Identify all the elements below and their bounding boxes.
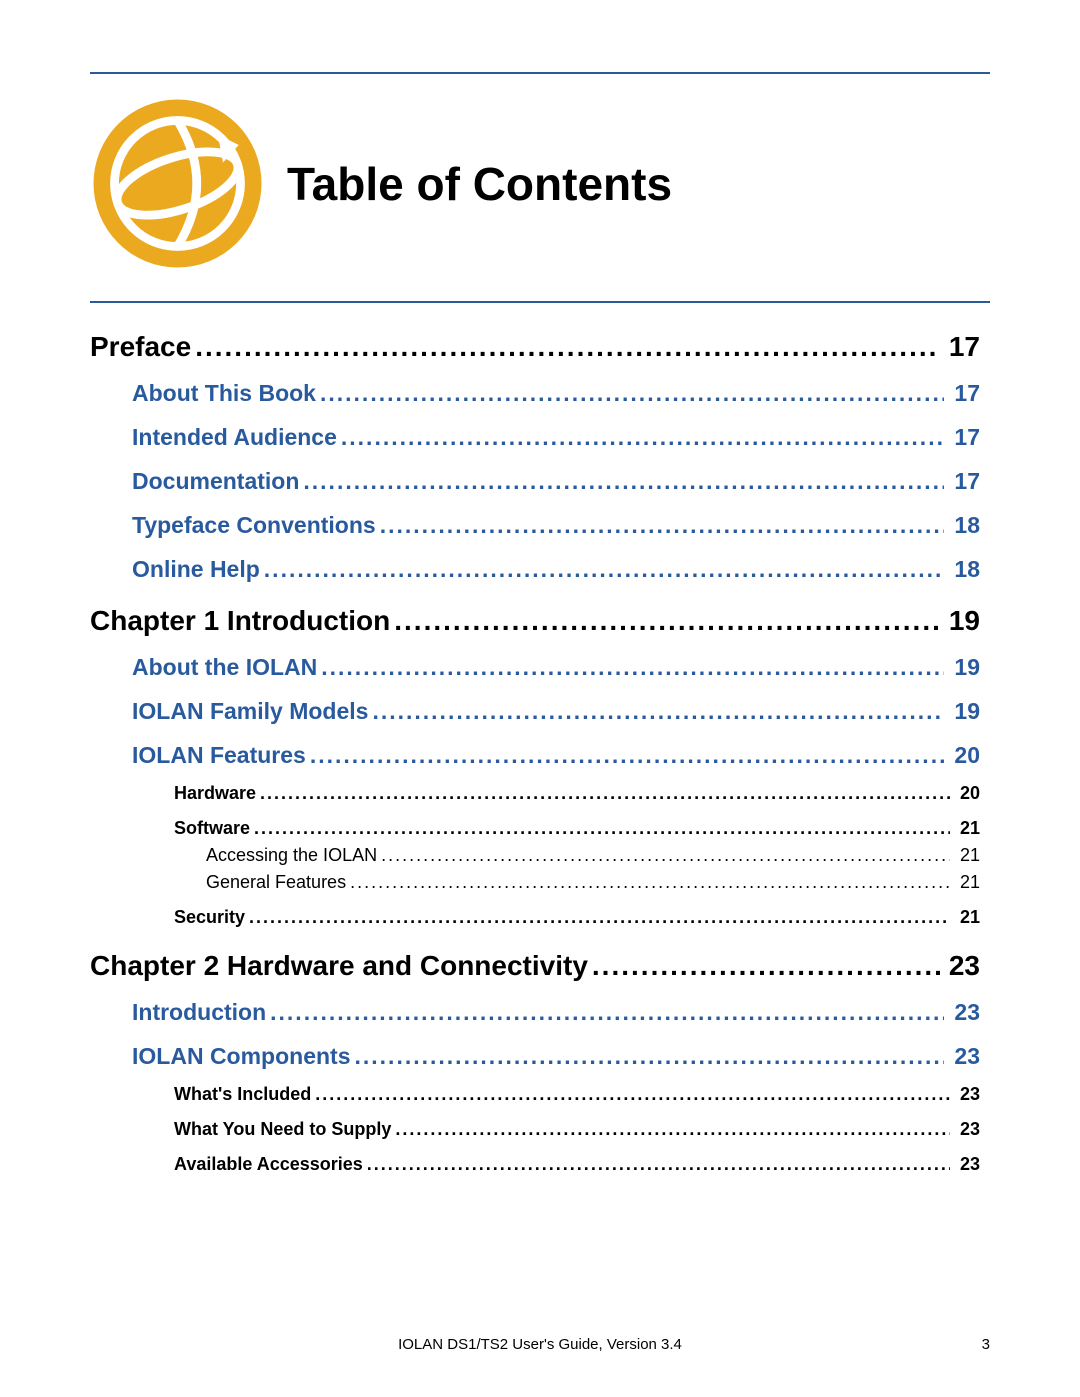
toc-entry-page: 20	[944, 742, 980, 769]
toc-entry-page: 18	[944, 512, 980, 539]
toc-entry-page: 21	[950, 818, 980, 839]
toc-entry-label: General Features	[206, 872, 350, 893]
toc-entry-page: 21	[950, 872, 980, 893]
header-block: Table of Contents	[90, 74, 990, 301]
toc-entry-page: 19	[944, 698, 980, 725]
toc-entry-label: Online Help	[132, 556, 264, 583]
toc-entry-page: 17	[944, 468, 980, 495]
toc-entry[interactable]: Intended Audience 17	[90, 424, 990, 451]
mid-rule	[90, 301, 990, 303]
page-title: Table of Contents	[287, 157, 672, 211]
toc-entry[interactable]: Hardware 20	[90, 783, 990, 804]
footer: IOLAN DS1/TS2 User's Guide, Version 3.4 …	[90, 1336, 990, 1353]
toc-leader-dots	[315, 1084, 950, 1105]
toc-entry-label: About the IOLAN	[132, 654, 321, 681]
toc-entry[interactable]: Security 21	[90, 907, 990, 928]
toc-leader-dots	[270, 999, 944, 1026]
toc-entry[interactable]: Preface 17	[90, 331, 990, 363]
toc-entry-label: Chapter 1 Introduction	[90, 605, 394, 637]
toc-entry-label: What You Need to Supply	[174, 1119, 395, 1140]
toc-entry[interactable]: About This Book 17	[90, 380, 990, 407]
toc-entry-page: 23	[940, 950, 980, 982]
footer-text: IOLAN DS1/TS2 User's Guide, Version 3.4	[398, 1336, 682, 1353]
toc-entry-page: 19	[944, 654, 980, 681]
toc-entry-page: 17	[944, 380, 980, 407]
toc-entry-label: Documentation	[132, 468, 303, 495]
toc-entry[interactable]: Software 21	[90, 818, 990, 839]
toc-entry-page: 19	[940, 605, 980, 637]
toc-leader-dots	[254, 818, 950, 839]
toc-entry-page: 23	[944, 1043, 980, 1070]
globe-logo-icon	[90, 96, 265, 271]
toc-entry-label: About This Book	[132, 380, 320, 407]
toc-entry[interactable]: IOLAN Family Models 19	[90, 698, 990, 725]
toc-entry-label: Chapter 2 Hardware and Connectivity	[90, 950, 592, 982]
toc-entry-page: 17	[944, 424, 980, 451]
toc-entry-label: IOLAN Components	[132, 1043, 355, 1070]
toc-entry-page: 23	[944, 999, 980, 1026]
toc-entry-label: Available Accessories	[174, 1154, 367, 1175]
toc-entry[interactable]: Accessing the IOLAN 21	[90, 845, 990, 866]
footer-page-number: 3	[982, 1336, 990, 1353]
toc-entry[interactable]: About the IOLAN 19	[90, 654, 990, 681]
toc-entry[interactable]: Chapter 2 Hardware and Connectivity 23	[90, 950, 990, 982]
toc-entry-page: 18	[944, 556, 980, 583]
toc-entry-label: Accessing the IOLAN	[206, 845, 381, 866]
toc-entry-page: 23	[950, 1154, 980, 1175]
toc-entry-label: Software	[174, 818, 254, 839]
toc-leader-dots	[341, 424, 944, 451]
toc-leader-dots	[381, 845, 950, 866]
toc-leader-dots	[592, 950, 940, 982]
toc-entry[interactable]: Online Help 18	[90, 556, 990, 583]
toc-entry[interactable]: Chapter 1 Introduction 19	[90, 605, 990, 637]
toc-entry[interactable]: Available Accessories 23	[90, 1154, 990, 1175]
table-of-contents: Preface17About This Book17Intended Audie…	[90, 331, 990, 1175]
toc-leader-dots	[195, 331, 940, 363]
toc-entry-page: 20	[950, 783, 980, 804]
toc-entry-label: Typeface Conventions	[132, 512, 380, 539]
toc-entry-page: 23	[950, 1119, 980, 1140]
toc-entry-label: Introduction	[132, 999, 270, 1026]
toc-entry-label: Preface	[90, 331, 195, 363]
toc-entry[interactable]: Typeface Conventions 18	[90, 512, 990, 539]
toc-entry-page: 21	[950, 845, 980, 866]
toc-leader-dots	[260, 783, 950, 804]
toc-entry[interactable]: IOLAN Components 23	[90, 1043, 990, 1070]
toc-entry-page: 21	[950, 907, 980, 928]
toc-leader-dots	[310, 742, 944, 769]
toc-entry-label: IOLAN Features	[132, 742, 310, 769]
toc-leader-dots	[367, 1154, 950, 1175]
toc-leader-dots	[321, 654, 944, 681]
toc-entry[interactable]: IOLAN Features 20	[90, 742, 990, 769]
toc-leader-dots	[355, 1043, 945, 1070]
toc-entry[interactable]: Documentation 17	[90, 468, 990, 495]
toc-entry-page: 23	[950, 1084, 980, 1105]
toc-leader-dots	[394, 605, 940, 637]
toc-leader-dots	[264, 556, 944, 583]
toc-leader-dots	[249, 907, 950, 928]
toc-entry-label: Intended Audience	[132, 424, 341, 451]
toc-entry[interactable]: Introduction 23	[90, 999, 990, 1026]
toc-entry[interactable]: What's Included 23	[90, 1084, 990, 1105]
toc-leader-dots	[303, 468, 944, 495]
toc-leader-dots	[372, 698, 944, 725]
toc-entry-label: IOLAN Family Models	[132, 698, 372, 725]
toc-leader-dots	[320, 380, 944, 407]
toc-entry-page: 17	[940, 331, 980, 363]
toc-leader-dots	[380, 512, 944, 539]
toc-entry[interactable]: What You Need to Supply 23	[90, 1119, 990, 1140]
toc-entry-label: Hardware	[174, 783, 260, 804]
toc-leader-dots	[395, 1119, 950, 1140]
toc-entry-label: Security	[174, 907, 249, 928]
toc-leader-dots	[350, 872, 950, 893]
toc-entry-label: What's Included	[174, 1084, 315, 1105]
toc-entry[interactable]: General Features 21	[90, 872, 990, 893]
